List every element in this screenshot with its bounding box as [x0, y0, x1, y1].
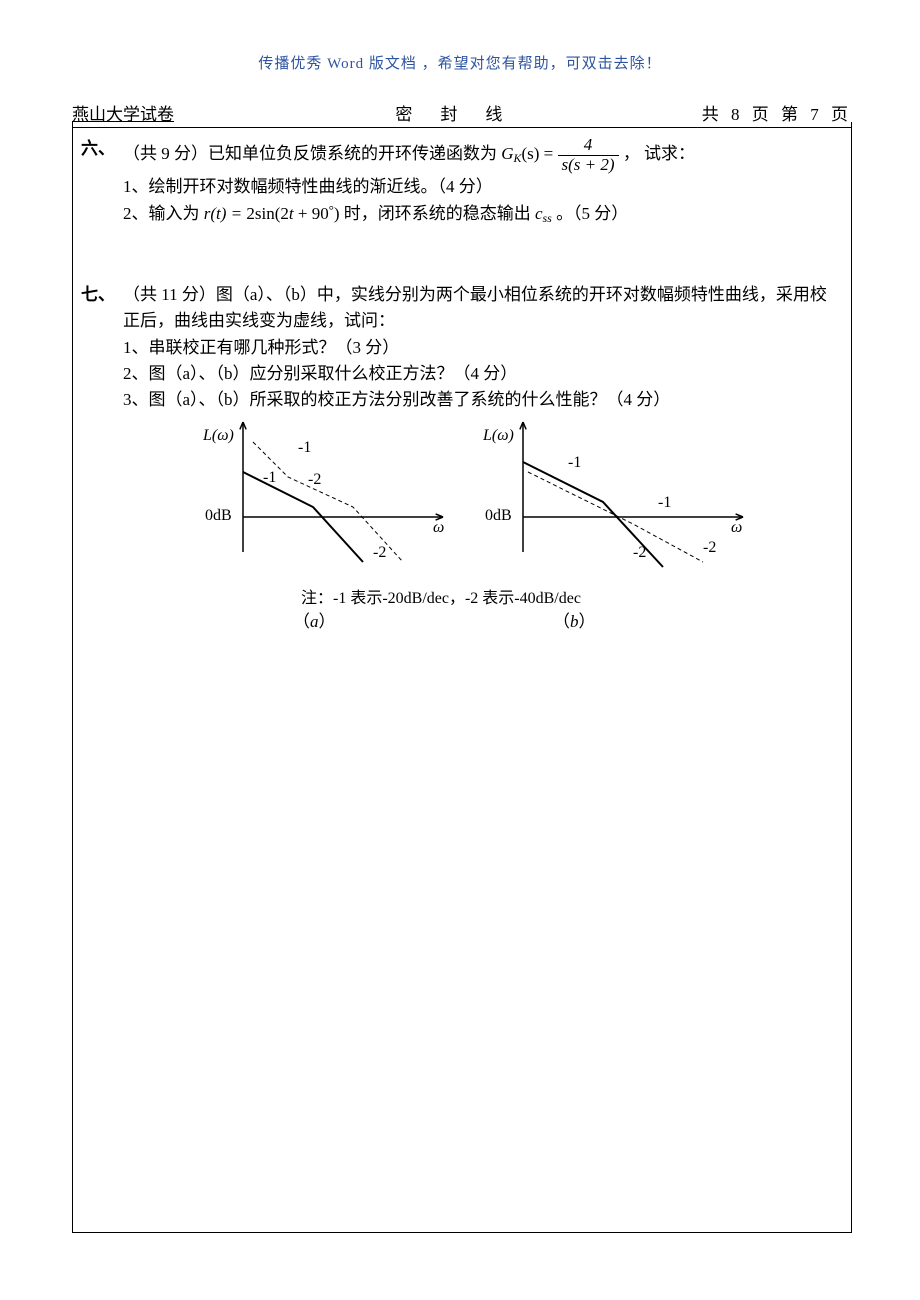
- question-6: 六、 （共 9 分）已知单位负反馈系统的开环传递函数为 GK(s) = 4 s(…: [81, 136, 843, 227]
- q6-intro-prefix: （共 9 分）已知单位负反馈系统的开环传递函数为: [123, 144, 497, 163]
- q6-fraction: 4 s(s + 2): [558, 136, 619, 174]
- svg-text:-1: -1: [263, 469, 276, 486]
- q6-ss: ss: [543, 211, 552, 225]
- q6-den: s(s + 2): [558, 156, 619, 175]
- svg-text:0dB: 0dB: [205, 507, 232, 524]
- diagram-a: L(ω) 0dB -1 -1 -2 -2 ω: [193, 412, 453, 592]
- q7-number: 七、: [81, 282, 123, 308]
- label-b: （b）: [553, 607, 596, 632]
- exam-page: 传播优秀 Word 版文档 ，希望对您有帮助，可双击去除！ 燕山大学试卷 密封线…: [0, 0, 920, 1300]
- q7-item3: 3、图（a）、（b）所采取的校正方法分别改善了系统的什么性能？（4 分）: [81, 387, 843, 413]
- svg-text:-2: -2: [703, 539, 716, 556]
- watermark-note: 传播优秀 Word 版文档 ，希望对您有帮助，可双击去除！: [0, 52, 920, 73]
- q6-num: 4: [558, 136, 619, 156]
- q6-css: css: [535, 204, 552, 223]
- q7-item2: 2、图（a）、（b）应分别采取什么校正方法？（4 分）: [81, 361, 843, 387]
- svg-text:-1: -1: [568, 454, 581, 471]
- q6-formula: GK(s) = 4 s(s + 2): [501, 144, 623, 163]
- question-7: 七、 （共 11 分）图（a）、（b）中，实线分别为两个最小相位系统的开环对数幅…: [81, 282, 843, 414]
- q6-G: G: [501, 144, 513, 163]
- svg-text:-2: -2: [308, 471, 321, 488]
- q7-item1: 1、串联校正有哪几种形式？（3 分）: [81, 335, 843, 361]
- q6-item2-prefix: 2、输入为: [123, 204, 200, 223]
- q7-intro: （共 11 分）图（a）、（b）中，实线分别为两个最小相位系统的开环对数幅频特性…: [123, 282, 843, 335]
- q6-c: c: [535, 204, 543, 223]
- svg-text:-1: -1: [658, 494, 671, 511]
- q6-item1: 1、绘制开环对数幅频特性曲线的渐近线。（4 分）: [81, 174, 843, 200]
- q6-item2: 2、输入为 r(t) = 2sin(2t + 90°) 时，闭环系统的稳态输出 …: [81, 201, 843, 227]
- diagram-b: L(ω) 0dB -1 -1 -2 -2 ω: [473, 412, 753, 592]
- label-a: （a）: [293, 607, 336, 632]
- svg-text:0dB: 0dB: [485, 507, 512, 524]
- q6-item2-mid: 时，闭环系统的稳态输出: [344, 204, 531, 223]
- svg-text:L(ω): L(ω): [482, 427, 514, 444]
- svg-text:ω: ω: [433, 519, 444, 536]
- svg-text:-2: -2: [633, 544, 646, 561]
- q6-item2-suffix: 。（5 分）: [556, 204, 628, 223]
- q6-body: （共 9 分）已知单位负反馈系统的开环传递函数为 GK(s) = 4 s(s +…: [123, 136, 843, 174]
- content-frame: 六、 （共 9 分）已知单位负反馈系统的开环传递函数为 GK(s) = 4 s(…: [72, 122, 852, 1233]
- q6-item2-formula: r(t) = 2sin(2t + 90°): [204, 204, 340, 223]
- q6-number: 六、: [81, 136, 123, 162]
- svg-text:L(ω): L(ω): [202, 427, 234, 444]
- diagram-note: 注：-1 表示-20dB/dec，-2 表示-40dB/dec: [301, 584, 581, 608]
- q6-intro-suffix: ， 试求：: [623, 144, 695, 163]
- svg-text:ω: ω: [731, 519, 742, 536]
- svg-text:-1: -1: [298, 439, 311, 456]
- q6-arg: (s) =: [521, 144, 553, 163]
- svg-text:-2: -2: [373, 544, 386, 561]
